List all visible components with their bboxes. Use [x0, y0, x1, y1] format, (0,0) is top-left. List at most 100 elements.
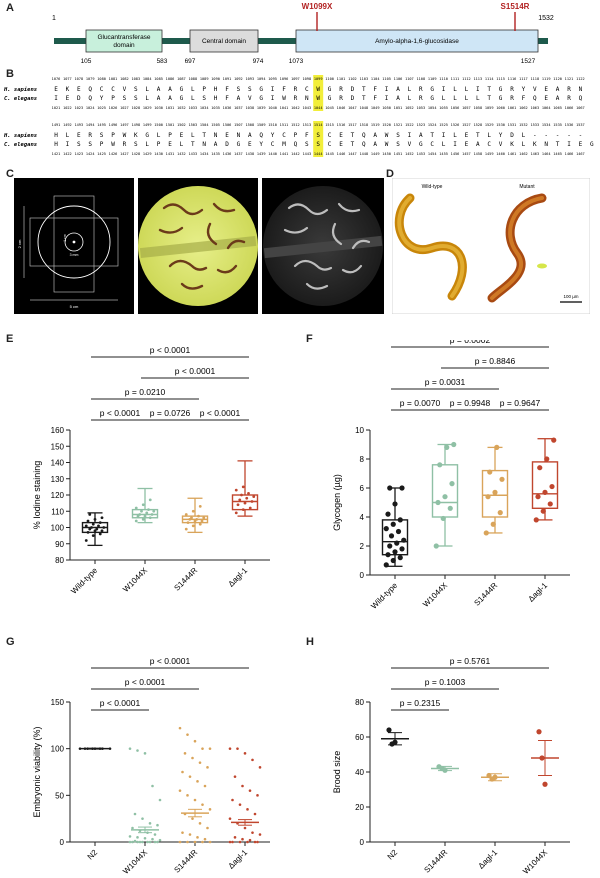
- data-point: [134, 519, 138, 523]
- data-point: [143, 514, 147, 518]
- residue: A: [373, 141, 377, 148]
- data-point: [188, 833, 192, 836]
- residue: Q: [362, 132, 366, 139]
- box: [131, 508, 159, 519]
- residue-number: 1502: [177, 123, 186, 127]
- y-tick-label: 100: [51, 524, 65, 533]
- data-point: [234, 488, 238, 492]
- data-point: [151, 784, 154, 788]
- data-point: [91, 522, 95, 526]
- residue: L: [191, 95, 195, 102]
- data-point: [442, 494, 448, 500]
- residue: A: [157, 86, 161, 93]
- data-point: [385, 511, 391, 517]
- residue: R: [510, 86, 514, 93]
- residue: F: [373, 95, 377, 102]
- y-tick-label: 6: [360, 484, 365, 493]
- residue-number: 1058: [473, 106, 482, 110]
- residue-number: 1119: [542, 77, 551, 81]
- residue: V: [499, 141, 503, 148]
- residue-number: 1095: [268, 77, 277, 81]
- residue: E: [579, 141, 583, 148]
- data-point: [131, 840, 134, 844]
- data-point: [153, 840, 157, 844]
- y-tick-label: 110: [51, 507, 64, 516]
- residue: I: [54, 95, 58, 102]
- x-tick-label: S1444R: [422, 848, 449, 875]
- residue-number: 1459: [485, 152, 494, 156]
- residue-number: 1529: [485, 123, 494, 127]
- chart-embryonic-viability: 0 50 100 150 Embryonic viability (%) N2 W1044X…: [32, 656, 270, 876]
- data-point: [98, 532, 102, 536]
- data-point: [84, 524, 88, 528]
- data-point: [197, 514, 200, 518]
- residue-number: 1452: [405, 152, 414, 156]
- residue: K: [510, 141, 514, 148]
- residue-number: 1435: [211, 152, 220, 156]
- plate-strip-grey: [263, 235, 383, 259]
- data-point: [195, 517, 199, 521]
- residue: G: [419, 141, 423, 148]
- residue: A: [419, 132, 423, 139]
- residue-number: 1429: [143, 152, 152, 156]
- domain-2-start: 697: [185, 58, 196, 65]
- data-point: [542, 781, 548, 787]
- data-point: [145, 511, 149, 515]
- data-point: [200, 519, 204, 523]
- residue: M: [282, 141, 286, 148]
- data-point: [246, 808, 249, 811]
- residue-number: 1088: [188, 77, 197, 81]
- residue-number: 1520: [382, 123, 391, 127]
- residue-number: 1029: [143, 106, 152, 110]
- residue-number: 1447: [348, 152, 357, 156]
- residue: Q: [579, 95, 583, 102]
- residue: G: [259, 95, 263, 102]
- data-point: [128, 747, 132, 750]
- dimension-label-5cm: 5 cm: [70, 304, 79, 309]
- data-point: [243, 752, 247, 755]
- y-tick-label: 160: [51, 426, 65, 435]
- x-tick-label: W1044X: [121, 565, 150, 594]
- residue-number: 1460: [496, 152, 505, 156]
- residue-number: 1426: [109, 152, 118, 156]
- residue-number: 1528: [473, 123, 482, 127]
- residue-number: 1427: [120, 152, 129, 156]
- p-value-label: p < 0.0001: [100, 698, 141, 708]
- residue: H: [54, 132, 58, 139]
- data-point: [390, 521, 396, 527]
- x-tick-label: N2: [86, 847, 100, 861]
- domain-1-end: 583: [157, 58, 168, 65]
- data-point: [490, 521, 496, 527]
- residue-number: 1034: [200, 106, 209, 110]
- residue-number: 1111: [451, 77, 460, 81]
- residue: R: [510, 95, 514, 102]
- data-point: [138, 513, 142, 516]
- residue-number: 1053: [416, 106, 425, 110]
- residue-number: 1061: [508, 106, 517, 110]
- data-point: [193, 840, 197, 844]
- residue-number: 1063: [530, 106, 539, 110]
- data-point: [241, 837, 244, 841]
- residue: E: [544, 95, 548, 102]
- residue-number: 1046: [337, 106, 346, 110]
- residue-number: 1532: [519, 123, 528, 127]
- residue: E: [168, 141, 172, 148]
- arena-horizontal-frame: [29, 217, 119, 267]
- residue: S: [123, 95, 127, 102]
- x-tick-label: W1044X: [521, 847, 550, 876]
- residue: I: [476, 86, 480, 93]
- residue-number: 1503: [188, 123, 197, 127]
- data-point: [387, 543, 393, 549]
- residue-number: 1449: [371, 152, 380, 156]
- residue-number: 1038: [245, 106, 254, 110]
- data-point: [208, 808, 212, 811]
- residue: G: [499, 86, 503, 93]
- residue-number: 1106: [394, 77, 403, 81]
- y-tick-label: 8: [360, 455, 365, 464]
- panel-label-a: A: [6, 2, 14, 14]
- residue: A: [476, 141, 480, 148]
- domain-3-label: Amylo-alpha-1,6-glucosidase: [375, 38, 459, 45]
- data-point: [102, 526, 106, 529]
- residue: T: [351, 132, 355, 139]
- p-value-label: p < 0.0001: [150, 345, 191, 355]
